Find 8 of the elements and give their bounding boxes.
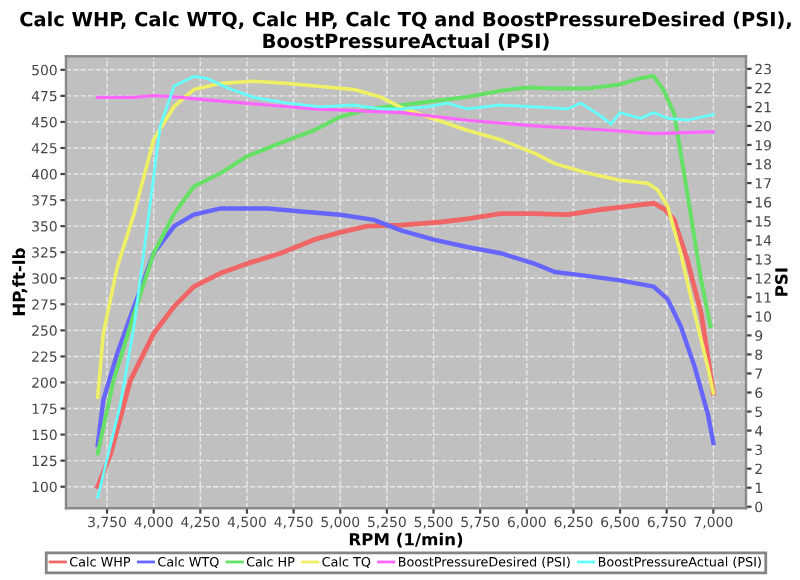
chart-title: Calc WHP, Calc WTQ, Calc HP, Calc TQ and BoostPressureDesired (PSI), BoostPressureActual (PSI)	[20, 11, 791, 51]
line-series	[96, 93, 715, 136]
line-series	[95, 79, 716, 399]
line-series	[95, 206, 716, 448]
y2-axis-title: PSI	[775, 268, 788, 296]
y-axis-title: HP,ft-lb	[12, 248, 28, 316]
line-series	[95, 200, 716, 490]
x-axis-title: RPM (1/min)	[349, 532, 463, 548]
